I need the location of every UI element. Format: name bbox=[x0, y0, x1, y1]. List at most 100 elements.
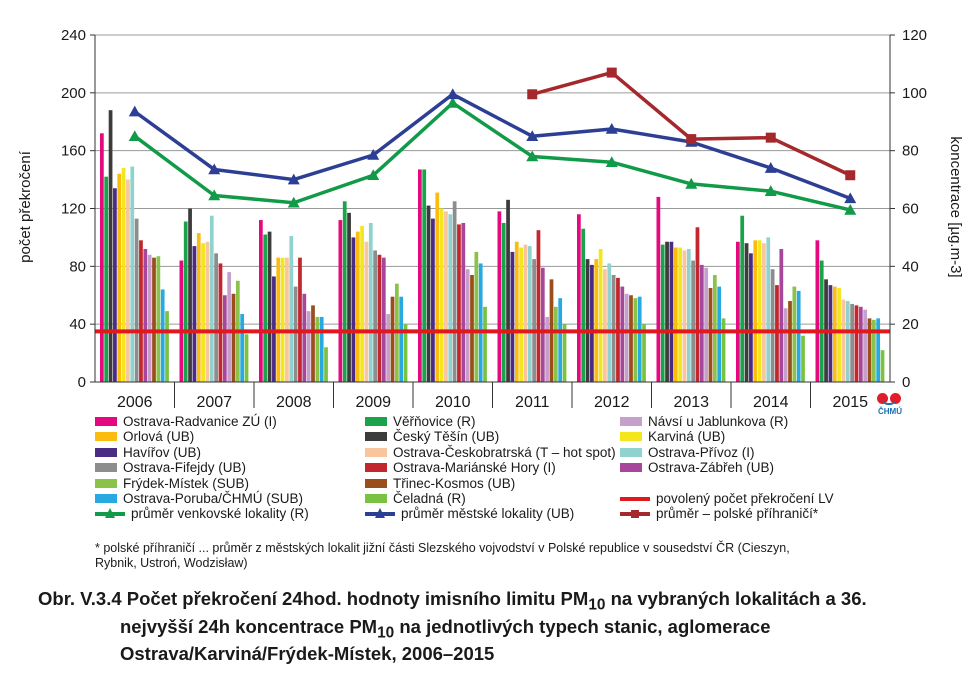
legend-swatch bbox=[95, 432, 117, 442]
legend-line-swatch bbox=[95, 507, 125, 519]
legend-item: Ostrava-Přívoz (I) bbox=[620, 445, 755, 460]
legend-swatch bbox=[365, 494, 387, 503]
legend-label: Ostrava-Radvanice ZÚ (I) bbox=[123, 414, 277, 429]
bar bbox=[267, 231, 272, 382]
y-tick-label-right: 20 bbox=[902, 316, 919, 333]
bar bbox=[444, 211, 448, 382]
line-marker bbox=[605, 122, 618, 134]
bar bbox=[585, 259, 590, 382]
legend-item: Frýdek-Místek (SUB) bbox=[95, 476, 249, 491]
legend-label: průměr – polské příhraničí* bbox=[656, 506, 819, 522]
bar bbox=[514, 241, 519, 382]
bar bbox=[474, 251, 479, 382]
bar bbox=[104, 176, 109, 382]
legend-label: průměr městské lokality (UB) bbox=[401, 506, 575, 522]
y-tick-label-right: 0 bbox=[902, 374, 910, 391]
bar bbox=[222, 295, 227, 382]
bar bbox=[867, 318, 872, 382]
bar bbox=[669, 241, 674, 382]
x-tick-label: 2014 bbox=[753, 394, 789, 410]
legend-item: Ostrava-Českobratrská (T – hot spot) bbox=[365, 445, 616, 460]
legend-line-swatch bbox=[365, 507, 395, 519]
bar bbox=[620, 286, 625, 382]
bar bbox=[553, 306, 558, 382]
legend-swatch bbox=[620, 417, 642, 426]
bar bbox=[863, 309, 868, 382]
bar bbox=[540, 267, 545, 382]
bar bbox=[501, 222, 506, 382]
bar bbox=[624, 293, 629, 382]
bar bbox=[510, 251, 515, 382]
bar bbox=[470, 275, 474, 382]
legend-item: Ostrava-Poruba/ČHMÚ (SUB) bbox=[95, 491, 303, 506]
legend-item: Ostrava-Mariánské Hory (I) bbox=[365, 460, 556, 475]
legend-swatch bbox=[365, 447, 387, 457]
bar bbox=[272, 276, 276, 382]
bar bbox=[298, 257, 302, 382]
legend-line-swatch bbox=[620, 494, 650, 504]
legend-swatch bbox=[95, 463, 117, 473]
footnote: * polské příhraničí ... průměr z městský… bbox=[95, 541, 915, 571]
legend-label: Ostrava-Zábřeh (UB) bbox=[648, 460, 775, 476]
bar bbox=[629, 295, 633, 382]
bar bbox=[231, 293, 236, 382]
legend-label: Karviná (UB) bbox=[648, 429, 726, 445]
bar bbox=[796, 290, 801, 382]
bar bbox=[880, 350, 885, 382]
bar bbox=[218, 263, 223, 382]
line-marker bbox=[287, 173, 300, 185]
bar bbox=[306, 311, 311, 382]
legend-item: Havířov (UB) bbox=[95, 445, 201, 460]
y-tick-label-right: 60 bbox=[902, 201, 919, 218]
bar bbox=[611, 275, 616, 382]
bar bbox=[788, 301, 792, 382]
bar bbox=[108, 110, 113, 382]
bar bbox=[289, 235, 294, 382]
bar bbox=[478, 263, 483, 382]
bar bbox=[244, 334, 249, 382]
bar bbox=[360, 225, 364, 382]
bar bbox=[695, 227, 700, 382]
bar bbox=[673, 247, 678, 382]
bar bbox=[165, 311, 169, 382]
bar bbox=[770, 269, 775, 382]
bar bbox=[749, 253, 753, 382]
bar bbox=[201, 243, 205, 382]
bar bbox=[712, 275, 717, 382]
bar bbox=[506, 199, 510, 382]
line-marker bbox=[446, 96, 459, 108]
caption-line-2: nejvyšší 24h koncentrace PM bbox=[120, 615, 378, 637]
bar bbox=[373, 250, 377, 382]
bar bbox=[276, 257, 281, 382]
bar bbox=[465, 269, 470, 382]
bar bbox=[562, 324, 567, 382]
legend-item: Návsí u Jablunkova (R) bbox=[620, 414, 788, 429]
y-tick-label-left: 0 bbox=[78, 374, 86, 391]
legend-label: povolený počet překročení LV bbox=[656, 491, 834, 506]
legend-swatch bbox=[365, 432, 387, 442]
bar bbox=[214, 253, 218, 382]
line-marker bbox=[844, 192, 857, 204]
bar bbox=[704, 267, 709, 382]
bar bbox=[497, 211, 502, 382]
legend-item: průměr městské lokality (UB) bbox=[365, 506, 574, 521]
bar bbox=[285, 257, 289, 382]
legend-swatch bbox=[365, 463, 387, 473]
legend-label: Orlová (UB) bbox=[123, 429, 195, 445]
bar bbox=[775, 285, 779, 382]
bar bbox=[263, 234, 268, 382]
legend-item: Karviná (UB) bbox=[620, 429, 725, 444]
bar bbox=[792, 286, 797, 382]
x-tick-label: 2009 bbox=[355, 394, 391, 410]
bar bbox=[850, 303, 854, 382]
average-lines bbox=[128, 67, 857, 215]
line-marker bbox=[845, 170, 856, 181]
legend-label: Věřňovice (R) bbox=[393, 414, 476, 429]
legend-label: Ostrava-Poruba/ČHMÚ (SUB) bbox=[123, 491, 304, 506]
y-tick-label-left: 160 bbox=[61, 143, 86, 160]
bar bbox=[603, 269, 607, 382]
line-marker bbox=[606, 67, 617, 78]
bar bbox=[280, 257, 285, 382]
bar bbox=[160, 289, 165, 382]
bar bbox=[779, 248, 784, 382]
